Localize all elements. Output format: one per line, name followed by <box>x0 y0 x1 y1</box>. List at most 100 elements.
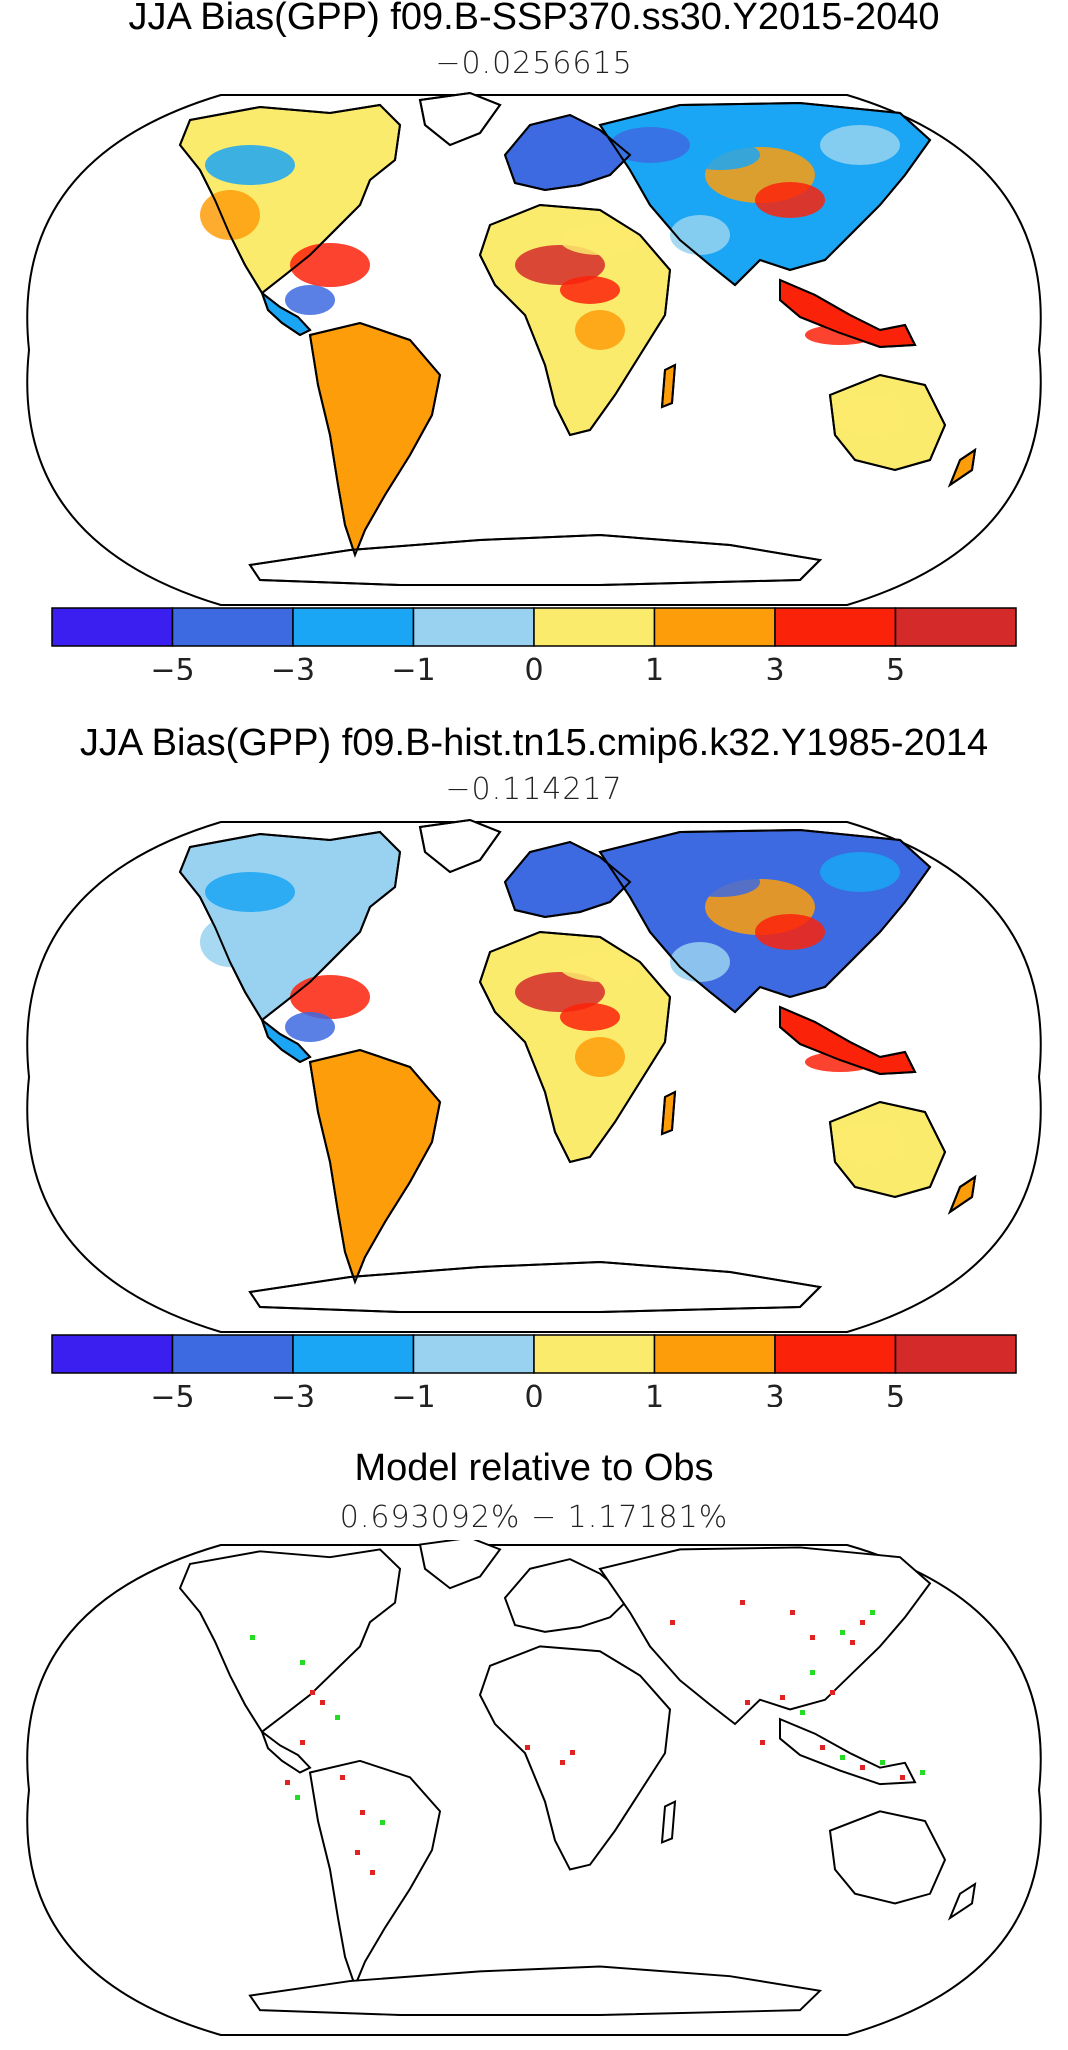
significance-markers <box>250 1600 925 1875</box>
colorbar-swatch <box>894 1334 1017 1374</box>
bias-patch <box>345 345 395 425</box>
bias-patch <box>290 243 370 287</box>
marker <box>790 1610 795 1615</box>
marker <box>870 1610 875 1615</box>
colorbar-swatch <box>51 607 174 647</box>
coastline-madagascar <box>660 1799 677 1844</box>
coastline-europe <box>503 1558 632 1633</box>
coastline-newZealand <box>947 1882 977 1921</box>
coastline-africa <box>478 203 672 437</box>
marker <box>800 1710 805 1715</box>
bias-patch <box>205 872 295 912</box>
coastline-australia <box>828 1810 947 1905</box>
colorbar-tick-label: −5 <box>150 653 194 680</box>
bias-patch <box>205 145 295 185</box>
colorbar-swatch <box>533 1334 656 1374</box>
marker <box>560 1760 565 1765</box>
bias-patch <box>835 1122 905 1162</box>
panel-2-global-mean: −0.114217 <box>445 772 623 807</box>
colorbar-swatch <box>292 607 415 647</box>
marker <box>320 1700 325 1705</box>
colorbar-tick-label: −5 <box>150 1380 194 1407</box>
panel-3-map <box>26 1540 1042 2036</box>
bias-patch <box>345 1072 395 1152</box>
panel-2-colorbar: −5 −3 −1 0 1 3 5 <box>51 1334 1017 1407</box>
bias-patch <box>285 285 335 315</box>
marker <box>285 1780 290 1785</box>
coastline-greenland <box>418 1540 502 1590</box>
marker <box>830 1690 835 1695</box>
panel-3-range: 0.693092% − 1.17181% <box>339 1500 729 1535</box>
marker <box>810 1635 815 1640</box>
coastline-antarctica <box>248 1965 823 2016</box>
panel-2-map <box>26 818 1042 1333</box>
coastline-africa <box>478 1645 672 1871</box>
marker <box>860 1620 865 1625</box>
marker <box>840 1630 845 1635</box>
bias-patch <box>755 182 825 218</box>
colorbar-swatch <box>412 1334 535 1374</box>
colorbar-tick-label: 0 <box>524 653 543 680</box>
bias-patch <box>515 857 605 887</box>
marker <box>295 1795 300 1800</box>
colorbar-tick-label: 1 <box>645 1380 664 1407</box>
coastline-northAmerica <box>178 1548 402 1734</box>
coastlines <box>178 818 977 1313</box>
bias-patch <box>515 245 605 285</box>
bias-patch <box>515 972 605 1012</box>
coastline-greenland <box>418 818 502 874</box>
marker <box>335 1715 340 1720</box>
colorbar-swatch <box>51 1334 174 1374</box>
bias-patch <box>680 140 760 170</box>
colorbar-swatch <box>171 607 294 647</box>
colorbar-swatch <box>171 1334 294 1374</box>
coastline-madagascar <box>660 363 677 409</box>
marker <box>850 1640 855 1645</box>
marker <box>880 1760 885 1765</box>
bias-patch <box>820 125 900 165</box>
marker <box>745 1700 750 1705</box>
colorbar-tick-label: 5 <box>886 653 905 680</box>
colorbar-tick-label: 5 <box>886 1380 905 1407</box>
marker <box>370 1870 375 1875</box>
panel-1-map <box>26 91 1042 606</box>
bias-patch <box>290 975 370 1019</box>
coastline-centralAmerica <box>259 290 312 337</box>
marker <box>670 1620 675 1625</box>
coastline-newZealand <box>947 447 977 488</box>
marker <box>250 1635 255 1640</box>
colorbar-tick-label: 0 <box>524 1380 543 1407</box>
panel-1-global-mean: −0.0256615 <box>435 46 633 81</box>
colorbar-swatch <box>894 607 1017 647</box>
marker <box>820 1745 825 1750</box>
marker <box>300 1660 305 1665</box>
marker <box>740 1600 745 1605</box>
coastline-europe <box>503 840 632 919</box>
marker <box>810 1670 815 1675</box>
coastline-seAsia <box>779 1005 917 1076</box>
coastline-madagascar <box>660 1090 677 1136</box>
marker <box>920 1770 925 1775</box>
coastline-africa <box>478 930 672 1164</box>
panel-2-title: JJA Bias(GPP) f09.B-hist.tn15.cmip6.k32.… <box>79 722 989 764</box>
marker <box>570 1750 575 1755</box>
bias-patch <box>560 1003 620 1031</box>
coastline-greenland <box>418 91 502 147</box>
coastline-seAsia <box>779 1717 917 1786</box>
colorbar-tick-label: 1 <box>645 653 664 680</box>
colorbar-tick-label: 3 <box>765 653 784 680</box>
coastline-europe <box>503 113 632 192</box>
colorbar-swatch <box>412 607 535 647</box>
colorbar-swatch <box>533 607 656 647</box>
colorbar-swatch <box>653 607 776 647</box>
bias-patch <box>680 867 760 897</box>
coastline-australia <box>828 373 947 472</box>
marker <box>780 1695 785 1700</box>
colorbar-tick-label: 3 <box>765 1380 784 1407</box>
bias-blotches <box>200 852 905 1162</box>
colorbar-tick-label: −3 <box>271 653 315 680</box>
marker <box>900 1775 905 1780</box>
bias-patch <box>560 952 640 982</box>
coastline-newZealand <box>947 1174 977 1215</box>
coastline-southAmerica <box>308 1048 442 1285</box>
